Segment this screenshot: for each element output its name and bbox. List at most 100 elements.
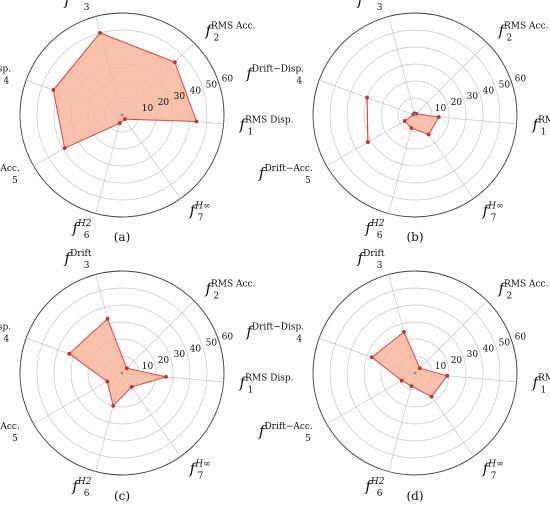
radar-point-f1 (164, 374, 168, 379)
axis-label-base: f (189, 202, 198, 220)
r-tick-label: 60 (222, 75, 234, 85)
radar-grid-circle (363, 321, 467, 425)
r-tick-label: 20 (158, 356, 170, 366)
radar-grid-circle (346, 46, 484, 184)
axis-label-f7: fH∞ 7 (189, 202, 211, 224)
radar-grid-circle (380, 80, 450, 150)
axis-label-sup: H2 (77, 219, 92, 229)
axis-label-f4: fDrift−Disp.4 (0, 323, 11, 345)
axis-label-base: f (239, 373, 248, 391)
axis-label-base: f (64, 249, 73, 267)
radar-point-f5 (105, 379, 110, 384)
axis-label-sup: Drift−Acc. (0, 164, 20, 174)
axis-label-sup: Drift−Disp. (252, 323, 304, 333)
axis-label-sub: 5 (12, 434, 18, 444)
axis-label-sup: H2 (370, 219, 385, 229)
radar-outer-ring (312, 270, 518, 476)
r-tick-label: 30 (467, 350, 479, 360)
r-tick-label: 40 (190, 86, 202, 96)
r-tick-label: 30 (174, 92, 186, 102)
radar-outer-ring (19, 270, 225, 476)
axis-label-base: f (258, 164, 267, 182)
axis-label-f3: fDrift 3 (357, 249, 385, 271)
radar-point-f3 (105, 316, 110, 321)
axis-label-sub: 1 (541, 385, 547, 395)
axis-label-base: f (204, 280, 213, 298)
r-tick-label: 10 (435, 362, 447, 372)
axis-label-sub: 4 (3, 335, 9, 345)
radar-point-f2 (124, 366, 129, 371)
axis-label-sup: RMS Acc. (211, 280, 256, 290)
axis-label-sub: 2 (213, 34, 219, 44)
radar-point-f7 (129, 385, 134, 389)
radar-segment-point (365, 140, 370, 145)
axis-label-sup: Drift (70, 249, 92, 259)
radar-outer-ring (19, 12, 225, 218)
axis-label-sub: 6 (377, 489, 383, 499)
radar-point-f2 (417, 366, 422, 371)
axis-label-sub: 7 (491, 472, 497, 482)
radar-spoke (121, 114, 181, 199)
axis-label-sup: H∞ (194, 460, 210, 470)
radar-grid-circle (363, 63, 467, 167)
panel-label-a: (a) (114, 230, 131, 244)
axis-label-sup: Drift (363, 0, 385, 1)
axis-label-sub: 4 (296, 77, 302, 87)
radar-origin (413, 371, 417, 375)
axis-label-f4: fDrift−Disp.4 (245, 323, 304, 345)
r-tick-label: 50 (206, 81, 218, 91)
r-tick-label: 20 (158, 98, 170, 108)
axis-label-f5: fDrift−Acc.5 (0, 164, 20, 186)
axis-label-f6: fH2 6 (71, 219, 91, 241)
axis-label-base: f (245, 65, 254, 83)
radar-grid-circle (329, 29, 501, 201)
axis-label-sub: 5 (305, 176, 311, 186)
axis-label-base: f (258, 422, 267, 440)
radar-point-f1 (194, 119, 199, 124)
radar-point-f6 (409, 384, 414, 389)
r-tick-label: 30 (467, 92, 479, 102)
axis-label-sub: 6 (84, 231, 90, 241)
r-tick-label: 60 (222, 333, 234, 343)
axis-label-sub: 2 (506, 292, 512, 302)
radar-point-f5 (62, 146, 67, 151)
axis-label-sub: 1 (248, 385, 254, 395)
axis-label-f2: fRMS Acc. 2 (497, 280, 548, 302)
panel-label-d: (d) (406, 489, 423, 503)
radar-point-f6 (111, 403, 116, 408)
axis-label-base: f (239, 115, 248, 133)
panel-label-b: (b) (406, 230, 423, 244)
axis-label-sub: 3 (377, 261, 383, 271)
axis-label-f5: fDrift−Acc.5 (258, 164, 313, 186)
axis-label-sup: H∞ (194, 202, 210, 212)
axis-label-sub: 7 (198, 472, 204, 482)
axis-label-sup: RMS Acc. (504, 280, 549, 290)
axis-label-sup: RMS Disp. (538, 115, 550, 125)
r-tick-label: 50 (499, 81, 511, 91)
radar-point-f7 (426, 132, 431, 137)
axis-label-sub: 2 (213, 292, 219, 302)
radar-spoke (414, 300, 488, 374)
axis-label-sup: H∞ (487, 460, 503, 470)
axis-label-f5: fDrift−Acc.5 (0, 422, 20, 444)
axis-label-base: f (189, 460, 198, 478)
radar-point-f4 (51, 88, 56, 92)
r-tick-label: 30 (174, 350, 186, 360)
axis-label-base: f (71, 219, 80, 237)
radar-spoke (388, 16, 416, 116)
r-tick-label: 40 (483, 86, 495, 96)
axis-label-sub: 7 (491, 214, 497, 224)
radar-grid-circle (36, 29, 208, 201)
radar-point-f4 (67, 351, 72, 356)
axis-label-sub: 4 (296, 335, 302, 345)
axis-label-sub: 5 (12, 176, 18, 186)
radar-area-c (68, 317, 167, 407)
radar-grid-circle (346, 304, 484, 442)
radar-point-f5 (399, 378, 404, 383)
r-tick-label: 60 (515, 333, 527, 343)
axis-label-base: f (532, 373, 541, 391)
axis-label-f7: fH∞ 7 (482, 460, 504, 482)
radar-point-f2 (172, 60, 177, 65)
